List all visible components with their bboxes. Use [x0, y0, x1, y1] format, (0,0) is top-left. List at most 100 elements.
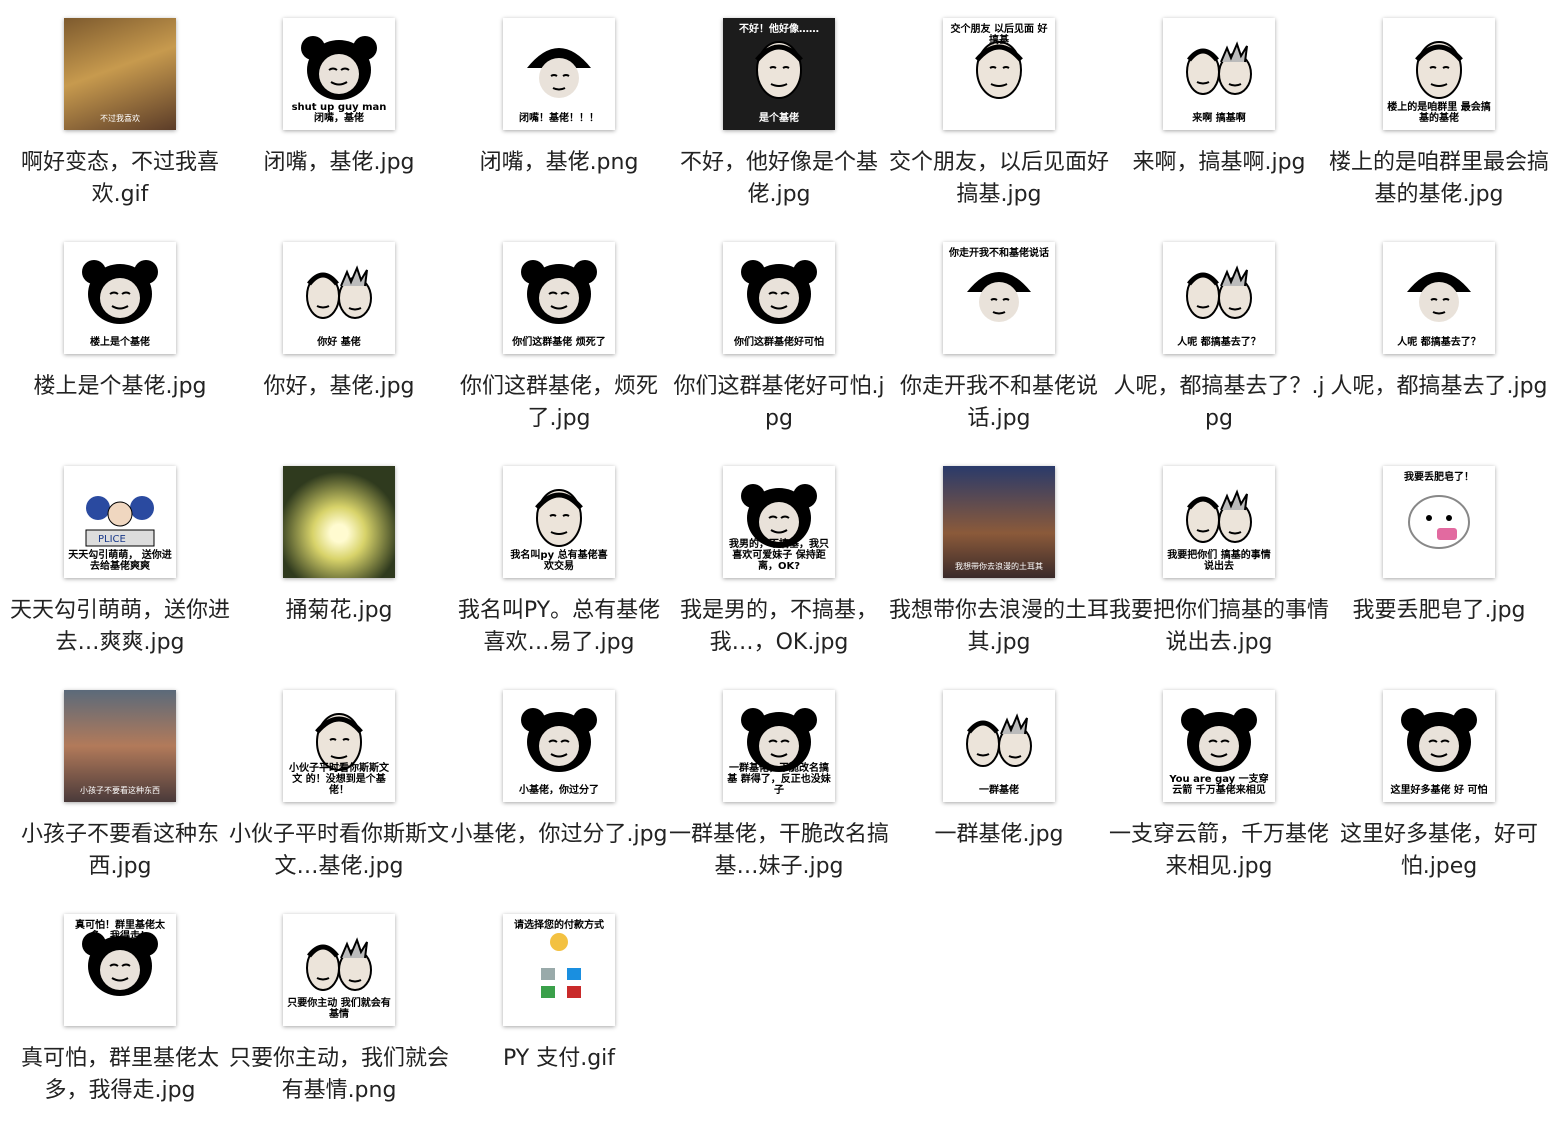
- file-thumbnail[interactable]: 来啊 搞基啊: [1163, 18, 1275, 130]
- thumbnail-caption: shut up guy man 闭嘴，基佬: [291, 102, 387, 124]
- file-item[interactable]: 小基佬，你过分了小基佬，你过分了.jpg: [449, 672, 669, 896]
- file-item[interactable]: 不过我喜欢啊好变态，不过我喜欢.gif: [10, 0, 230, 224]
- file-name-label[interactable]: 你走开我不和基佬说话.jpg: [899, 374, 1098, 431]
- file-item[interactable]: 你们这群基佬 烦死了你们这群基佬，烦死了.jpg: [449, 224, 669, 448]
- file-item[interactable]: PLICE 天天勾引萌萌， 送你进去给基佬爽爽天天勾引萌萌，送你进去…爽爽.jpg: [10, 448, 230, 672]
- file-name-label[interactable]: 一群基佬，干脆改名搞基…妹子.jpg: [669, 822, 890, 879]
- file-item[interactable]: 捅菊花.jpg: [229, 448, 449, 672]
- file-item[interactable]: 楼上是个基佬楼上是个基佬.jpg: [10, 224, 230, 448]
- file-thumbnail[interactable]: 一群基佬，干脆改名搞基 群得了，反正也没妹子: [723, 690, 835, 802]
- file-item[interactable]: 小伙子平时看你斯斯文文 的！没想到是个基佬！ 小伙子平时看你斯斯文文…基佬.jpg: [229, 672, 449, 896]
- file-name-label[interactable]: 我想带你去浪漫的土耳其.jpg: [889, 598, 1110, 655]
- file-item[interactable]: 你走开我不和基佬说话你走开我不和基佬说话.jpg: [889, 224, 1109, 448]
- thumbnail-caption-top: 交个朋友 以后见面 好搞基: [950, 24, 1048, 46]
- file-thumbnail[interactable]: 人呢 都搞基去了？: [1383, 242, 1495, 354]
- file-item[interactable]: 楼上的是咱群里 最会搞基的基佬楼上的是咱群里最会搞基的基佬.jpg: [1329, 0, 1549, 224]
- file-item[interactable]: 不好！他好像…… 是个基佬不好，他好像是个基佬.jpg: [669, 0, 889, 224]
- file-name-label[interactable]: 我名叫PY。总有基佬喜欢…易了.jpg: [457, 598, 661, 655]
- file-thumbnail[interactable]: [283, 466, 395, 578]
- file-thumbnail[interactable]: 这里好多基佬 好 可怕: [1383, 690, 1495, 802]
- file-thumbnail[interactable]: 人呢 都搞基去了？: [1163, 242, 1275, 354]
- file-thumbnail[interactable]: You are gay 一支穿云箭 千万基佬来相见: [1163, 690, 1275, 802]
- file-name-label[interactable]: 一支穿云箭，千万基佬来相见.jpg: [1109, 822, 1330, 879]
- file-thumbnail[interactable]: 真可怕！群里基佬太多，我得走！: [64, 914, 176, 1026]
- file-name-label[interactable]: 真可怕，群里基佬太多，我得走.jpg: [20, 1046, 219, 1103]
- file-thumbnail[interactable]: 我男的，不搞基，我只喜欢可爱妹子 保持距离，OK?: [723, 466, 835, 578]
- file-name-label[interactable]: 我要把你们搞基的事情说出去.jpg: [1109, 598, 1330, 655]
- file-name-label[interactable]: 只要你主动，我们就会有基情.png: [229, 1046, 450, 1103]
- file-name-label[interactable]: 捅菊花.jpg: [285, 598, 393, 623]
- file-item[interactable]: 一群基佬，干脆改名搞基 群得了，反正也没妹子一群基佬，干脆改名搞基…妹子.jpg: [669, 672, 889, 896]
- file-item[interactable]: 一群基佬一群基佬.jpg: [889, 672, 1109, 896]
- file-thumbnail[interactable]: 楼上是个基佬: [64, 242, 176, 354]
- file-thumbnail[interactable]: 你走开我不和基佬说话: [943, 242, 1055, 354]
- file-name-label[interactable]: 小伙子平时看你斯斯文文…基佬.jpg: [229, 822, 450, 879]
- thumbnail-caption-top: 不好！他好像……: [739, 24, 819, 35]
- file-item[interactable]: 小孩子不要看这种东西小孩子不要看这种东西.jpg: [10, 672, 230, 896]
- file-name-label[interactable]: 人呢，都搞基去了？.jpg: [1113, 374, 1325, 431]
- file-thumbnail[interactable]: 我名叫py 总有基佬喜欢交易: [503, 466, 615, 578]
- file-thumbnail[interactable]: 一群基佬: [943, 690, 1055, 802]
- thumbnail-caption: 你们这群基佬好可怕: [734, 337, 824, 348]
- file-name-label[interactable]: 楼上是个基佬.jpg: [33, 374, 207, 399]
- file-name-label[interactable]: 楼上的是咱群里最会搞基的基佬.jpg: [1329, 150, 1550, 207]
- thumbnail-caption-top: 请选择您的付款方式: [514, 920, 604, 931]
- file-item[interactable]: You are gay 一支穿云箭 千万基佬来相见一支穿云箭，千万基佬来相见.j…: [1109, 672, 1329, 896]
- file-thumbnail[interactable]: 闭嘴！基佬！！！: [503, 18, 615, 130]
- file-thumbnail[interactable]: 我要把你们 搞基的事情说出去: [1163, 466, 1275, 578]
- file-name-label[interactable]: 人呢，都搞基去了.jpg: [1330, 374, 1548, 399]
- file-item[interactable]: 你好 基佬你好，基佬.jpg: [229, 224, 449, 448]
- file-name-label[interactable]: 这里好多基佬，好可怕.jpeg: [1339, 822, 1538, 879]
- file-thumbnail[interactable]: shut up guy man 闭嘴，基佬: [283, 18, 395, 130]
- file-item[interactable]: 请选择您的付款方式 PY 支付.gif: [449, 896, 669, 1120]
- file-name-label[interactable]: 不好，他好像是个基佬.jpg: [679, 150, 878, 207]
- file-thumbnail[interactable]: 你们这群基佬好可怕: [723, 242, 835, 354]
- file-name-label[interactable]: 我要丢肥皂了.jpg: [1352, 598, 1526, 623]
- file-thumbnail[interactable]: 你们这群基佬 烦死了: [503, 242, 615, 354]
- file-name-label[interactable]: 来啊，搞基啊.jpg: [1132, 150, 1306, 175]
- file-item[interactable]: 这里好多基佬 好 可怕这里好多基佬，好可怕.jpeg: [1329, 672, 1549, 896]
- file-thumbnail[interactable]: 小孩子不要看这种东西: [64, 690, 176, 802]
- file-item[interactable]: shut up guy man 闭嘴，基佬闭嘴，基佬.jpg: [229, 0, 449, 224]
- file-name-label[interactable]: 我是男的，不搞基，我…，OK.jpg: [679, 598, 878, 655]
- file-item[interactable]: 我男的，不搞基，我只喜欢可爱妹子 保持距离，OK? 我是男的，不搞基，我…，OK.…: [669, 448, 889, 672]
- file-item[interactable]: 我要丢肥皂了！ 我要丢肥皂了.jpg: [1329, 448, 1549, 672]
- file-thumbnail[interactable]: 你好 基佬: [283, 242, 395, 354]
- file-name-label[interactable]: 你们这群基佬，烦死了.jpg: [459, 374, 658, 431]
- file-thumbnail[interactable]: 只要你主动 我们就会有基情: [283, 914, 395, 1026]
- file-item[interactable]: 交个朋友 以后见面 好搞基交个朋友，以后见面好搞基.jpg: [889, 0, 1109, 224]
- file-name-label[interactable]: 闭嘴，基佬.jpg: [263, 150, 415, 175]
- file-name-label[interactable]: 交个朋友，以后见面好搞基.jpg: [889, 150, 1110, 207]
- file-item[interactable]: 真可怕！群里基佬太多，我得走！ 真可怕，群里基佬太多，我得走.jpg: [10, 896, 230, 1120]
- thumbnail-caption: 一群基佬，干脆改名搞基 群得了，反正也没妹子: [727, 763, 831, 796]
- thumbnail-caption: 只要你主动 我们就会有基情: [287, 998, 391, 1020]
- file-name-label[interactable]: 天天勾引萌萌，送你进去…爽爽.jpg: [10, 598, 231, 655]
- file-name-label[interactable]: 你好，基佬.jpg: [263, 374, 415, 399]
- file-thumbnail[interactable]: 楼上的是咱群里 最会搞基的基佬: [1383, 18, 1495, 130]
- file-thumbnail[interactable]: 请选择您的付款方式: [503, 914, 615, 1026]
- file-name-label[interactable]: 小基佬，你过分了.jpg: [450, 822, 668, 847]
- file-item[interactable]: 来啊 搞基啊来啊，搞基啊.jpg: [1109, 0, 1329, 224]
- file-name-label[interactable]: 你们这群基佬好可怕.jpg: [673, 374, 885, 431]
- file-thumbnail[interactable]: 我要丢肥皂了！: [1383, 466, 1495, 578]
- file-thumbnail[interactable]: 交个朋友 以后见面 好搞基: [943, 18, 1055, 130]
- file-item[interactable]: 你们这群基佬好可怕你们这群基佬好可怕.jpg: [669, 224, 889, 448]
- file-thumbnail[interactable]: 我想带你去浪漫的土耳其: [943, 466, 1055, 578]
- file-item[interactable]: 闭嘴！基佬！！！ 闭嘴，基佬.png: [449, 0, 669, 224]
- file-name-label[interactable]: 小孩子不要看这种东西.jpg: [20, 822, 219, 879]
- file-thumbnail[interactable]: 小伙子平时看你斯斯文文 的！没想到是个基佬！: [283, 690, 395, 802]
- file-name-label[interactable]: 闭嘴，基佬.png: [479, 150, 639, 175]
- file-thumbnail[interactable]: 小基佬，你过分了: [503, 690, 615, 802]
- file-item[interactable]: 我想带你去浪漫的土耳其我想带你去浪漫的土耳其.jpg: [889, 448, 1109, 672]
- file-thumbnail[interactable]: 不好！他好像…… 是个基佬: [723, 18, 835, 130]
- file-name-label[interactable]: PY 支付.gif: [502, 1046, 616, 1071]
- file-item[interactable]: 人呢 都搞基去了？ 人呢，都搞基去了.jpg: [1329, 224, 1549, 448]
- file-item[interactable]: 人呢 都搞基去了？ 人呢，都搞基去了？.jpg: [1109, 224, 1329, 448]
- file-name-label[interactable]: 一群基佬.jpg: [934, 822, 1064, 847]
- file-item[interactable]: 我要把你们 搞基的事情说出去我要把你们搞基的事情说出去.jpg: [1109, 448, 1329, 672]
- file-item[interactable]: 我名叫py 总有基佬喜欢交易我名叫PY。总有基佬喜欢…易了.jpg: [449, 448, 669, 672]
- file-thumbnail[interactable]: 不过我喜欢: [64, 18, 176, 130]
- file-item[interactable]: 只要你主动 我们就会有基情只要你主动，我们就会有基情.png: [229, 896, 449, 1120]
- file-name-label[interactable]: 啊好变态，不过我喜欢.gif: [20, 150, 219, 207]
- file-thumbnail[interactable]: PLICE 天天勾引萌萌， 送你进去给基佬爽爽: [64, 466, 176, 578]
